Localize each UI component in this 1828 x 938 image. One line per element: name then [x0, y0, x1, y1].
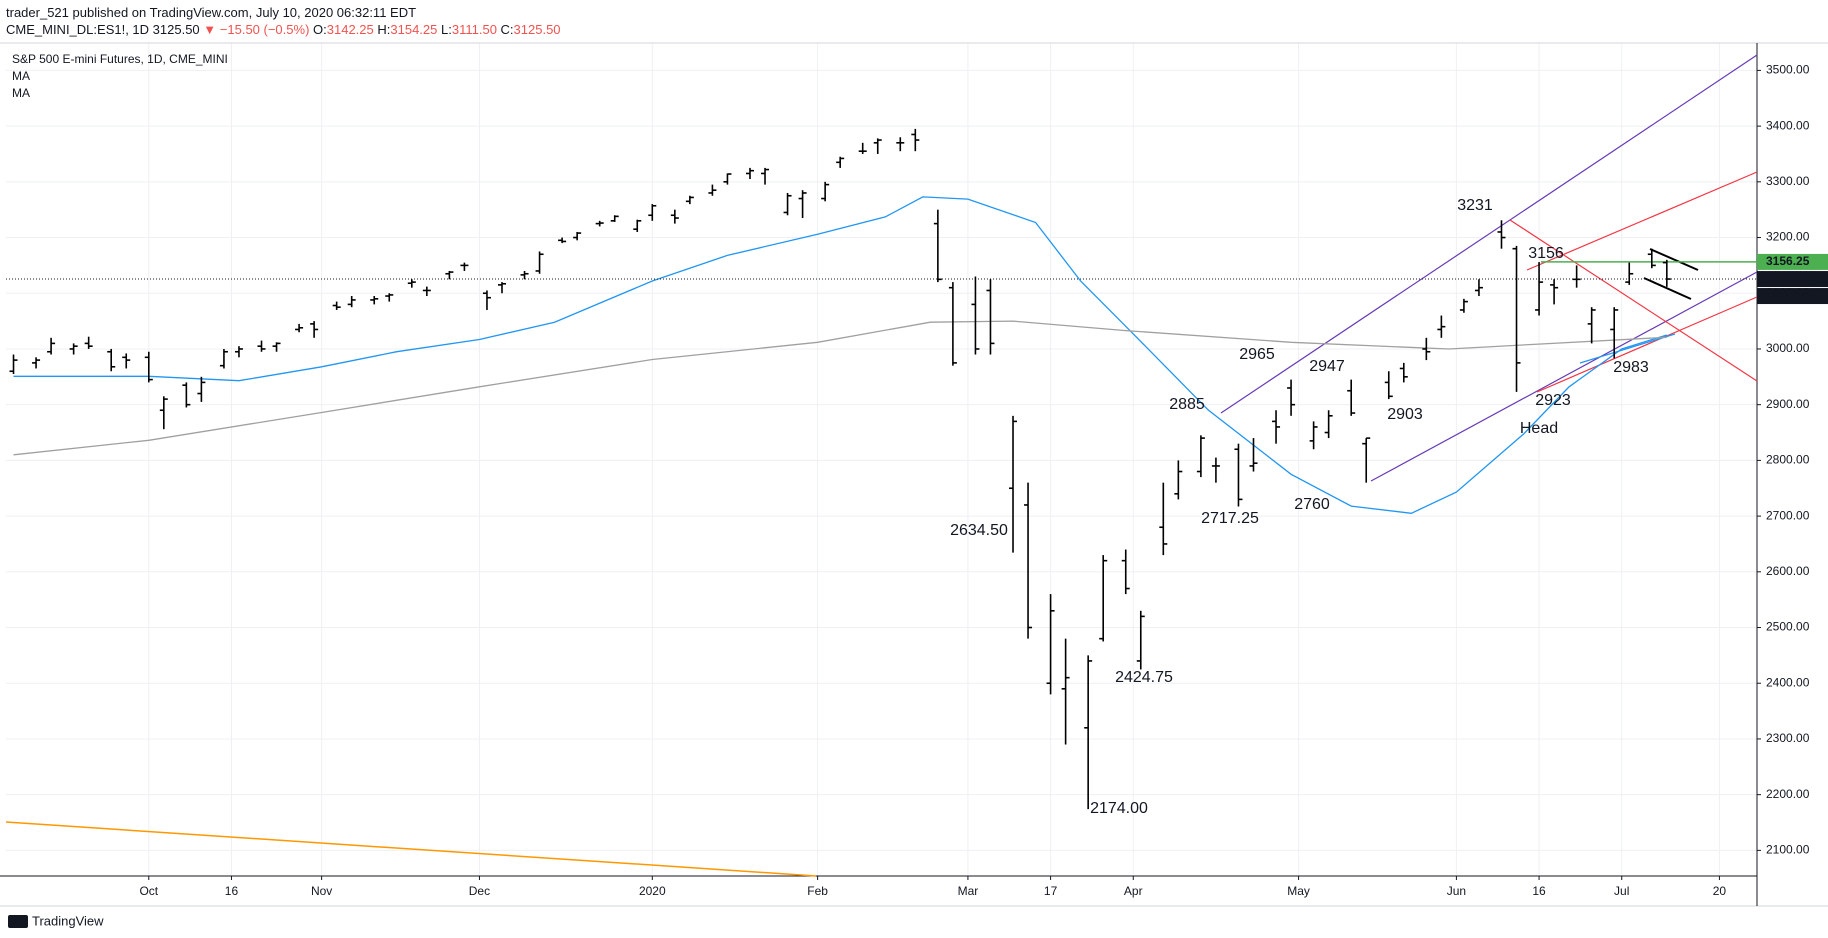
ohlc-key: L:	[441, 22, 452, 37]
trend-line	[5, 821, 817, 877]
annotation: 2174.00	[1090, 800, 1148, 817]
y-tick-label: 3200.00	[1766, 230, 1810, 244]
ohlc-value: 3142.25	[326, 22, 374, 37]
annotation: 2983	[1613, 359, 1649, 376]
annotation: 2634.50	[950, 522, 1008, 539]
ohlc: O:3142.25 H:3154.25 L:3111.50 C:3125.50	[313, 22, 561, 37]
x-tick-label: 16	[1532, 884, 1546, 898]
footer: TradingView	[32, 913, 104, 928]
trend-line	[1579, 333, 1676, 364]
x-tick-label: 17	[1044, 884, 1058, 898]
y-tick-label: 2500.00	[1766, 620, 1810, 634]
header: trader_521 published on TradingView.com,…	[6, 4, 561, 38]
countdown-tag	[1757, 288, 1828, 305]
price-tag	[1757, 253, 1828, 270]
ohlc-value: 3111.50	[451, 22, 497, 37]
annotation: 2760	[1294, 496, 1330, 513]
price-tag	[1757, 271, 1828, 288]
y-tick-label: 2200.00	[1766, 787, 1810, 801]
logo	[8, 915, 28, 928]
ohlc-key: O:	[313, 22, 327, 37]
annotation: 2717.25	[1201, 510, 1259, 527]
y-tick-label: 3400.00	[1766, 118, 1810, 132]
price-tag-label: 3125.50	[1766, 271, 1810, 285]
publish-line: trader_521 published on TradingView.com,…	[6, 4, 561, 21]
ohlc-key: H:	[377, 22, 391, 37]
flag-line	[1643, 277, 1692, 300]
y-tick-label: 2800.00	[1766, 453, 1810, 467]
y-tick-label: 2300.00	[1766, 731, 1810, 745]
y-tick-label: 3300.00	[1766, 174, 1810, 188]
symbol-line: CME_MINI_DL:ES1!, 1D 3125.50 ▼ −15.50 (−…	[6, 21, 561, 38]
y-tick-label: 3500.00	[1766, 63, 1810, 77]
x-tick-label: Oct	[139, 884, 158, 898]
moving-average	[13, 196, 1667, 514]
x-tick-label: Nov	[311, 884, 332, 898]
countdown: 10:27:49	[1766, 288, 1814, 302]
moving-average	[13, 320, 1667, 456]
symbol: CME_MINI_DL:ES1!, 1D	[6, 22, 150, 37]
trend-line	[1509, 219, 1758, 382]
trend-line	[1220, 54, 1758, 414]
legend-entry: MA	[12, 69, 30, 83]
y-tick-label: 2400.00	[1766, 675, 1810, 689]
bars	[9, 128, 1671, 810]
change: ▼ −15.50 (−0.5%)	[203, 22, 310, 37]
y-tick-label: 2700.00	[1766, 508, 1810, 522]
drawings	[5, 54, 1758, 877]
x-tick-label: Feb	[807, 884, 828, 898]
x-tick-label: Mar	[958, 884, 979, 898]
trend-line	[1536, 296, 1758, 393]
annotation: Head	[1520, 420, 1558, 437]
x-tick-label: 16	[225, 884, 239, 898]
last: 3125.50	[152, 22, 200, 37]
grid	[6, 43, 1757, 876]
x-tick-label: Apr	[1124, 884, 1143, 898]
y-tick-label: 3000.00	[1766, 341, 1810, 355]
y-tick-label: 2900.00	[1766, 397, 1810, 411]
ohlc-value: 3125.50	[513, 22, 561, 37]
trend-line	[1526, 171, 1758, 271]
legend-entry: MA	[12, 86, 30, 100]
annotation: 2947	[1309, 358, 1345, 375]
chart-title: S&P 500 E-mini Futures, 1D, CME_MINI	[12, 52, 228, 66]
x-tick-label: 2020	[639, 884, 666, 898]
x-tick-label: Jun	[1447, 884, 1466, 898]
ohlc-key: C:	[500, 22, 514, 37]
annotation: 2424.75	[1115, 669, 1173, 686]
annotation: 2885	[1169, 396, 1205, 413]
flag-line	[1649, 248, 1699, 271]
annotation: 2923	[1535, 392, 1571, 409]
y-tick-label: 2100.00	[1766, 843, 1810, 857]
x-tick-label: May	[1287, 884, 1310, 898]
annotation: 2903	[1387, 406, 1423, 423]
x-tick-label: Jul	[1614, 884, 1629, 898]
published: published on TradingView.com, July 10, 2…	[72, 5, 417, 20]
annotation: 3231	[1457, 197, 1493, 214]
trend-line	[1370, 271, 1758, 482]
author: trader_521	[6, 5, 69, 20]
y-tick-label: 2600.00	[1766, 564, 1810, 578]
annotation: 3156	[1528, 245, 1564, 262]
x-tick-label: Dec	[469, 884, 490, 898]
price-tag-label: 3156.25	[1766, 254, 1810, 268]
x-tick-label: 20	[1713, 884, 1727, 898]
ohlc-value: 3154.25	[390, 22, 438, 37]
annotation: 2965	[1239, 346, 1275, 363]
